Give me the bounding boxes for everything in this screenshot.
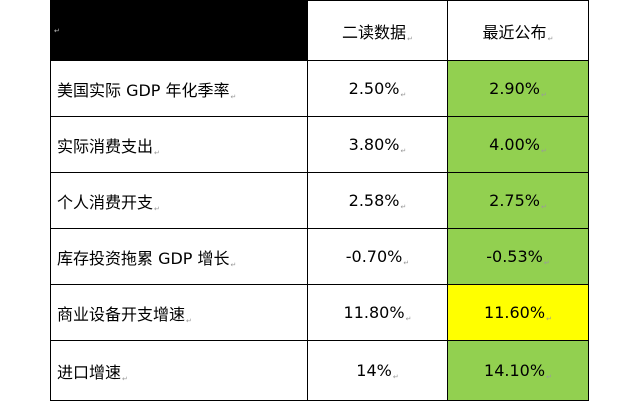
- table-header-row: ↵ 二读数据↵ 最近公布↵: [50, 0, 589, 61]
- latest-value: 14.10%↵: [447, 340, 589, 401]
- paragraph-mark-icon: ↵: [186, 316, 192, 325]
- paragraph-mark-icon: ↵: [403, 258, 410, 267]
- header-corner-cell: ↵: [50, 0, 308, 61]
- row-label: 商业设备开支增速↵: [50, 284, 308, 341]
- header-second-reading: 二读数据↵: [307, 0, 448, 61]
- latest-value: 11.60%↵: [447, 284, 589, 341]
- paragraph-mark-icon: ↵: [407, 34, 413, 43]
- row-label: 进口增速↵: [50, 340, 308, 401]
- second-reading-value: 11.80%↵: [307, 284, 448, 341]
- row-label: 库存投资拖累 GDP 增长↵: [50, 228, 308, 285]
- paragraph-mark-icon: ↵: [154, 148, 160, 157]
- table-row: 实际消费支出↵ 3.80%↵ 4.00%↵: [50, 116, 589, 173]
- second-reading-value: 14%↵: [307, 340, 448, 401]
- paragraph-mark-icon: ↵: [546, 314, 552, 323]
- table-row: 个人消费开支↵ 2.58%↵ 2.75%↵: [50, 172, 589, 229]
- paragraph-mark-icon: ↵: [405, 314, 412, 323]
- paragraph-mark-icon: ↵: [543, 258, 550, 267]
- paragraph-mark-icon: ↵: [122, 374, 128, 383]
- table-row: 库存投资拖累 GDP 增长↵ -0.70%↵ -0.53%↵: [50, 228, 589, 285]
- latest-value: 2.90%↵: [447, 60, 589, 117]
- header-latest: 最近公布↵: [447, 0, 589, 61]
- latest-value: 4.00%↵: [447, 116, 589, 173]
- paragraph-mark-icon: ↵: [230, 260, 237, 269]
- paragraph-mark-icon: ↵: [54, 27, 60, 35]
- second-reading-value: 3.80%↵: [307, 116, 448, 173]
- paragraph-mark-icon: ↵: [400, 146, 407, 155]
- table-row: 进口增速↵ 14%↵ 14.10%↵: [50, 340, 589, 401]
- paragraph-mark-icon: ↵: [400, 202, 407, 211]
- paragraph-mark-icon: ↵: [547, 34, 554, 43]
- row-label: 美国实际 GDP 年化季率↵: [50, 60, 308, 117]
- paragraph-mark-icon: ↵: [400, 90, 407, 99]
- table-row: 美国实际 GDP 年化季率↵ 2.50%↵ 2.90%↵: [50, 60, 589, 117]
- paragraph-mark-icon: ↵: [392, 372, 399, 381]
- data-table-container: ↵ 二读数据↵ 最近公布↵ 美国实际 GDP 年化季率↵ 2.50%↵ 2.90…: [50, 0, 589, 401]
- latest-value: -0.53%↵: [447, 228, 589, 285]
- paragraph-mark-icon: ↵: [540, 146, 547, 155]
- row-label: 实际消费支出↵: [50, 116, 308, 173]
- paragraph-mark-icon: ↵: [546, 372, 552, 381]
- second-reading-value: -0.70%↵: [307, 228, 448, 285]
- row-label: 个人消费开支↵: [50, 172, 308, 229]
- latest-value: 2.75%↵: [447, 172, 589, 229]
- paragraph-mark-icon: ↵: [154, 204, 160, 213]
- table-row: 商业设备开支增速↵ 11.80%↵ 11.60%↵: [50, 284, 589, 341]
- gdp-comparison-table: ↵ 二读数据↵ 最近公布↵ 美国实际 GDP 年化季率↵ 2.50%↵ 2.90…: [50, 0, 589, 401]
- second-reading-value: 2.58%↵: [307, 172, 448, 229]
- paragraph-mark-icon: ↵: [540, 90, 547, 99]
- paragraph-mark-icon: ↵: [540, 202, 547, 211]
- second-reading-value: 2.50%↵: [307, 60, 448, 117]
- paragraph-mark-icon: ↵: [230, 92, 237, 101]
